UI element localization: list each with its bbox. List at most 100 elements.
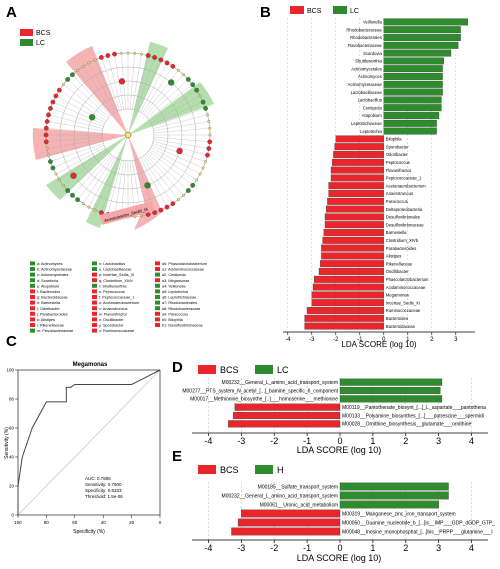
legend-label-lc: LC bbox=[277, 365, 289, 375]
y-axis-label: Sensitivity (%) bbox=[4, 427, 10, 459]
bar-label: M00119__Pantothenate_biosynt_[...]_L_asp… bbox=[342, 405, 486, 411]
clade-leaf-node bbox=[182, 193, 185, 197]
taxa-key-item: m: Flavobacteriaceae bbox=[37, 329, 73, 333]
clade-leaf-node bbox=[145, 53, 151, 58]
x-tick-label: 4 bbox=[469, 436, 474, 446]
clade-branch bbox=[88, 157, 116, 208]
bar bbox=[314, 275, 384, 283]
clade-leaf-node bbox=[105, 53, 111, 58]
taxa-key-item: b: Actinomycetaceae bbox=[37, 268, 72, 272]
taxa-key-swatch bbox=[92, 311, 97, 316]
bar-label: Centipeda bbox=[363, 105, 383, 110]
taxa-key-item: a: Actinomyces bbox=[37, 262, 63, 266]
bar-label: Acidaminococcaceae bbox=[386, 285, 426, 290]
x-tick-label: 20 bbox=[129, 520, 135, 525]
bar-label: M00133__Polyamine_biosynthes_[...]___put… bbox=[342, 413, 484, 419]
bar bbox=[324, 221, 384, 229]
bar bbox=[311, 299, 384, 307]
bar-label: Odoribacter bbox=[386, 152, 408, 157]
x-tick-label: -2 bbox=[270, 543, 278, 553]
bar bbox=[339, 500, 439, 509]
taxa-key-swatch bbox=[155, 272, 160, 277]
bar-label: Lactobacillus bbox=[358, 98, 382, 103]
clade-sector-bcs bbox=[128, 135, 162, 230]
clade-leaf-node bbox=[145, 212, 151, 217]
clade-leaf-node bbox=[61, 83, 65, 86]
clade-branch bbox=[48, 141, 103, 156]
x-tick-label: -1 bbox=[357, 337, 363, 343]
clade-leaf-node bbox=[203, 106, 208, 111]
clade-branch bbox=[153, 139, 209, 149]
clade-leaf-node bbox=[50, 165, 56, 171]
bar bbox=[333, 151, 384, 158]
taxa-key-item: a0: Phascolarctobacterium bbox=[162, 262, 207, 266]
y-tick-label: 20 bbox=[9, 484, 15, 489]
clade-leaf-node bbox=[140, 52, 143, 56]
y-tick-label: 60 bbox=[9, 426, 15, 431]
clade-branch bbox=[121, 160, 127, 217]
x-tick-label: -3 bbox=[237, 543, 245, 553]
taxa-key-swatch bbox=[155, 306, 160, 311]
bar-label: Anaerotruncus bbox=[386, 191, 413, 196]
clade-leaf-node bbox=[70, 72, 75, 78]
taxa-key-item: t: Peptococcaceae_1 bbox=[99, 296, 134, 300]
x-tick-label: 0 bbox=[337, 436, 342, 446]
taxa-key-item: i: Odoribacter bbox=[37, 307, 61, 311]
clade-internal-node bbox=[70, 172, 77, 179]
bar bbox=[330, 174, 384, 182]
chart-bar-labels: Veillonella Rhodobacteraceae Rhodobacteral… bbox=[346, 20, 428, 329]
clade-branch bbox=[50, 108, 104, 127]
clade-leaf-node bbox=[177, 198, 180, 202]
taxa-key-item: c: Actinomycetales bbox=[37, 273, 69, 277]
bar-label: Leptotrichia bbox=[360, 129, 382, 134]
plot-frame bbox=[17, 369, 161, 516]
clade-branch bbox=[129, 53, 135, 110]
x-axis-label: Specificity (%) bbox=[73, 529, 105, 535]
clade-branch bbox=[63, 150, 108, 186]
taxa-key-item: r: Shuttleworthia bbox=[99, 284, 127, 288]
bar bbox=[318, 268, 384, 275]
clade-leaf-node bbox=[119, 51, 123, 55]
bar bbox=[339, 395, 443, 403]
bar bbox=[334, 143, 384, 151]
clade-branch bbox=[83, 156, 114, 204]
bar bbox=[339, 386, 441, 395]
legend-swatch-lc bbox=[255, 365, 273, 374]
clade-leaf-node bbox=[93, 58, 97, 62]
taxa-key-item: w: Flavonifractor bbox=[99, 312, 128, 316]
clade-leaf-node bbox=[207, 139, 213, 145]
taxa-key-swatch bbox=[30, 300, 35, 305]
clade-internal-node bbox=[168, 79, 175, 86]
taxa-key-swatch bbox=[30, 306, 35, 311]
taxa-key-swatch bbox=[30, 323, 35, 327]
bar bbox=[383, 80, 443, 88]
bar-label: M00277__PTS_system_N_acetyl_[...]_bamine… bbox=[182, 388, 338, 394]
bar-label: Clostridium_XIVb bbox=[386, 238, 419, 243]
x-tick-label: 3 bbox=[436, 436, 441, 446]
chart-bars bbox=[304, 18, 468, 330]
bar bbox=[321, 252, 384, 260]
bar-label: Desulfovibrionaceae bbox=[386, 222, 425, 227]
taxa-key-item: p: Incertae_Sedis_XI bbox=[99, 273, 134, 277]
bar bbox=[237, 518, 341, 527]
bar-label: M00185__Sulfate_transport_system bbox=[258, 484, 338, 490]
bar-label: Rhodobacterales bbox=[350, 35, 382, 40]
taxa-key-swatch bbox=[92, 278, 97, 283]
clade-branch bbox=[136, 57, 155, 111]
legend-label-bcs: BCS bbox=[220, 465, 239, 475]
bar bbox=[383, 96, 442, 104]
clade-leaf-node bbox=[50, 99, 56, 105]
bar-label: Shuttleworthia bbox=[355, 59, 382, 64]
clade-leaf-node bbox=[87, 205, 91, 209]
bar-label: Deltaproteobacteria bbox=[386, 207, 423, 212]
x-tick-label: 3 bbox=[454, 337, 458, 343]
x-tick-label: -3 bbox=[237, 436, 245, 446]
taxa-key-item: b1: Desulfovibrionaceae bbox=[162, 324, 203, 328]
x-tick-label: 2 bbox=[430, 337, 434, 343]
clade-branch bbox=[101, 159, 120, 213]
clade-sector-lc bbox=[128, 82, 214, 135]
bar-label: M00050__Guanine_nucleotide_b_[...]is__IM… bbox=[342, 520, 495, 526]
x-tick-label: -4 bbox=[285, 337, 291, 343]
bar bbox=[323, 229, 384, 236]
